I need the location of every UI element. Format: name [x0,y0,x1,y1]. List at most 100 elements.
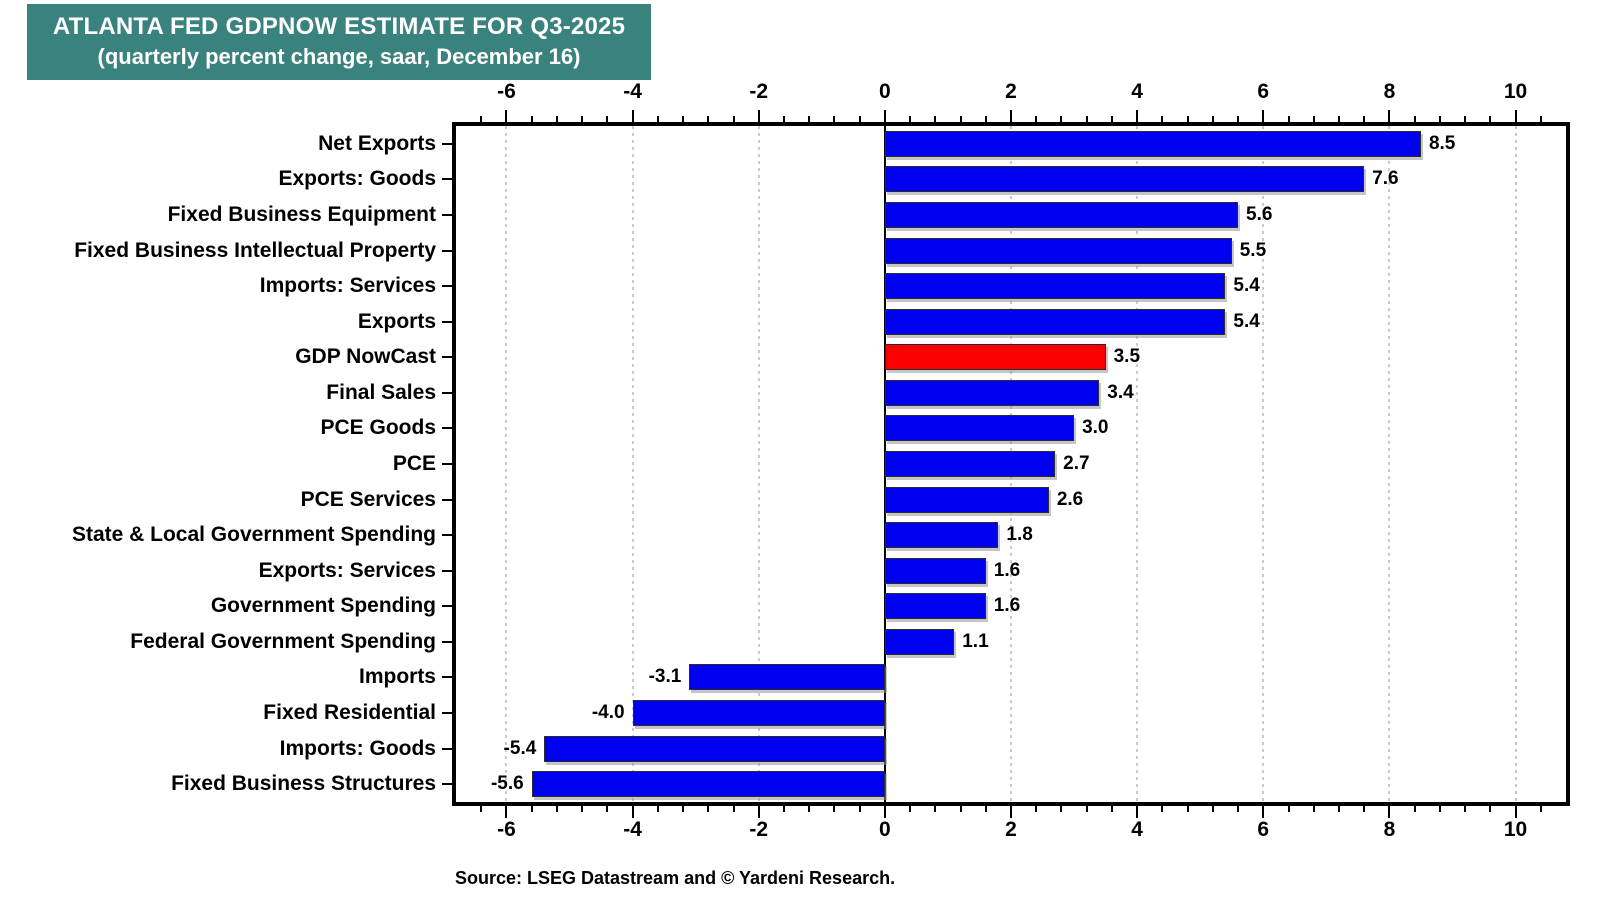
value-label: 7.6 [1372,168,1399,190]
minor-tick-top [984,116,987,122]
category-label: Fixed Business Equipment [167,202,436,226]
minor-tick-bottom [984,806,987,812]
major-tick-top [1010,110,1012,122]
minor-tick-bottom [530,806,533,812]
minor-tick-top [1363,116,1366,122]
minor-tick-bottom [1489,806,1492,812]
category-tick [442,640,452,643]
major-tick-top [505,110,508,122]
value-label: 1.1 [962,630,989,652]
minor-tick-bottom [1110,806,1113,812]
major-tick-top [883,110,886,122]
category-tick [442,605,452,608]
bar [544,735,885,762]
category-label: Net Exports [318,131,436,155]
plot-area: -6 -6 -4 -4 -2 -2 0 0 2 2 4 4 6 6 8 8 10 10 8.5 7.6 5.6 5.5 5.… [442,80,1570,841]
minor-tick-top [1337,116,1340,122]
minor-tick-bottom [1539,806,1542,812]
category-label: PCE Goods [320,416,436,440]
minor-tick-top [555,116,558,122]
category-label: Exports: Services [258,558,436,582]
minor-tick-top [480,116,483,122]
value-label: -5.6 [490,773,524,795]
minor-tick-top [530,116,533,122]
value-label: -5.4 [503,737,537,759]
x-tick-label-bottom: -2 [749,818,769,841]
category-label: Exports: Goods [278,167,436,191]
x-tick-label-top: 10 [1503,80,1528,103]
bar [884,451,1056,477]
value-label: 3.0 [1082,417,1109,439]
bar [884,130,1421,157]
minor-tick-top [1186,116,1189,122]
minor-tick-top [1438,116,1441,122]
minor-tick-bottom [480,806,483,812]
grid-line [1388,126,1391,802]
minor-tick-bottom [782,806,785,812]
value-label: 1.6 [993,559,1021,581]
bar [884,522,999,549]
minor-tick-bottom [1337,806,1340,812]
minor-tick-top [858,116,861,122]
x-tick-label-bottom: 6 [1257,818,1270,841]
minor-tick-top [581,116,584,122]
major-tick-bottom [1262,806,1265,818]
major-tick-top [1514,110,1517,122]
minor-tick-top [1161,116,1164,122]
category-tick [442,142,452,145]
value-label: 3.5 [1113,346,1141,368]
category-tick [442,783,452,786]
minor-tick-top [707,116,710,122]
minor-tick-bottom [1287,806,1290,812]
x-tick-label-top: 6 [1257,80,1270,103]
category-tick [442,747,452,750]
minor-tick-bottom [606,806,609,812]
category-label: GDP NowCast [295,345,436,369]
category-label: PCE [392,451,436,475]
minor-tick-top [934,116,937,122]
major-tick-top [1262,110,1265,122]
major-tick-bottom [1010,806,1012,818]
minor-tick-bottom [858,806,861,812]
value-label: 5.6 [1246,203,1273,225]
category-tick [442,178,452,181]
category-label: State & Local Government Spending [71,523,436,547]
major-tick-bottom [505,806,508,818]
category-tick [442,320,452,323]
chart-title-box: ATLANTA FED GDPNOW ESTIMATE FOR Q3-2025 … [27,4,651,80]
value-label: 8.5 [1428,132,1456,154]
minor-tick-top [1413,116,1416,122]
category-axis: Net Exports Exports: Goods Fixed Business … [0,126,446,802]
minor-tick-bottom [1438,806,1441,812]
chart-subtitle: (quarterly percent change, saar, Decembe… [97,44,581,69]
minor-tick-bottom [1060,806,1063,812]
minor-tick-top [606,116,609,122]
category-tick [442,463,452,465]
category-tick [442,498,452,501]
minor-tick-bottom [1464,806,1467,812]
category-tick [442,249,452,252]
category-label: Fixed Business Intellectual Property [74,238,436,262]
minor-tick-bottom [1237,806,1240,812]
bar [884,166,1365,193]
grid-line [505,126,508,802]
category-label: Government Spending [210,594,436,618]
minor-tick-bottom [555,806,558,812]
value-label: 5.4 [1233,275,1260,297]
category-label: Imports [358,665,436,689]
x-tick-label-top: -4 [623,80,642,103]
grid-line [1136,126,1139,802]
bar [884,201,1239,228]
minor-tick-bottom [808,806,811,812]
bar [884,308,1226,335]
major-tick-top [757,110,760,122]
value-label: 1.6 [993,595,1021,617]
minor-tick-top [1085,116,1088,122]
major-tick-bottom [1136,806,1139,818]
category-label: Fixed Business Structures [171,772,436,796]
minor-tick-bottom [909,806,912,812]
major-tick-bottom [1388,806,1391,818]
bar [884,379,1100,406]
minor-tick-bottom [1211,806,1214,812]
